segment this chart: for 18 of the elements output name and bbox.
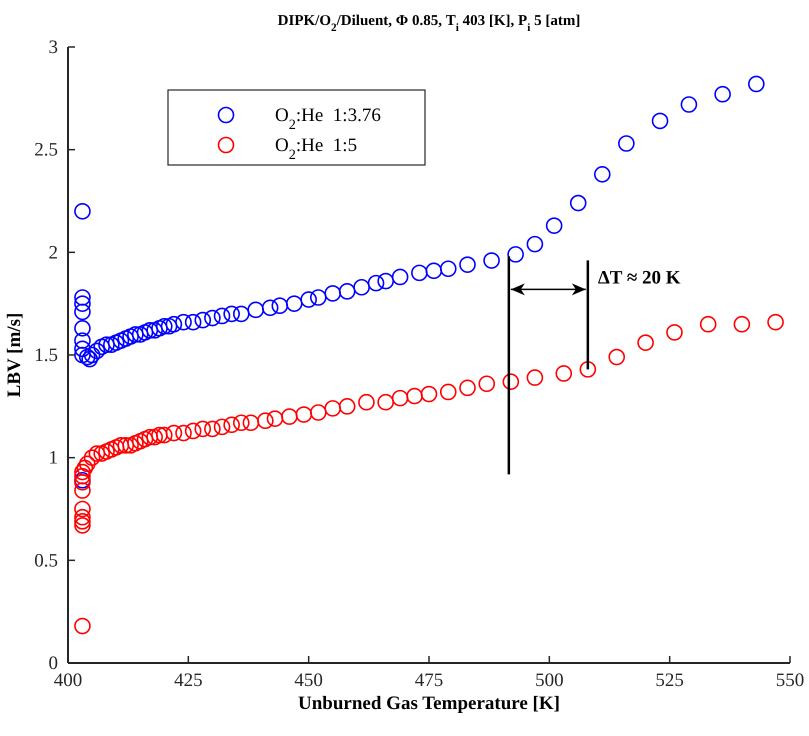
x-tick-label: 550 [776, 670, 804, 691]
legend-label: O$_{2}$:He 1:5 [275, 135, 358, 163]
y-tick-label: 1.5 [34, 345, 58, 366]
y-tick-label: 2 [48, 242, 58, 264]
y-tick-label: 1 [48, 448, 58, 469]
y-tick-label: 2.5 [34, 140, 58, 161]
chart-title: DIPK/O$_{2}$/Diluent, Φ 0.85, T$_{i}$ 403 [K], P$_{i}$ 5 [atm] [278, 13, 580, 34]
y-tick-label: 3 [48, 37, 58, 58]
x-tick-label: 500 [535, 670, 564, 691]
x-tick-label: 475 [414, 670, 444, 691]
x-axis-title: Unburned Gas Temperature [K] [298, 693, 560, 714]
y-axis-title: LBV [m/s] [4, 312, 25, 398]
legend-label: O$_{2}$:He 1:3.76 [275, 105, 381, 133]
annotation: ΔT ≈ 20 K [598, 267, 681, 288]
x-tick-label: 425 [174, 670, 203, 691]
x-tick-label: 525 [655, 670, 684, 691]
x-tick-label: 450 [294, 670, 323, 691]
y-tick-label: 0.5 [34, 550, 58, 572]
